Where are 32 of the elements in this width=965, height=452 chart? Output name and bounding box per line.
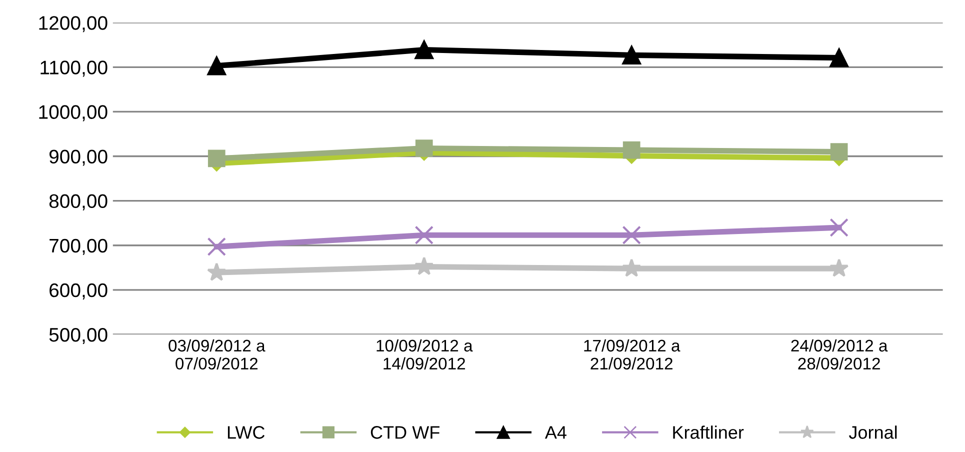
point: [414, 226, 434, 244]
y-tick-label: 700,00: [50, 238, 108, 255]
point: [622, 258, 642, 277]
y-tick-label: 1200,00: [39, 16, 108, 32]
legend-label: Kraftliner: [673, 426, 744, 439]
y-tick-label: 800,00: [49, 194, 108, 210]
point: [830, 218, 848, 237]
x-tick-label: 03/09/2012 a 07/09/2012: [168, 339, 266, 370]
point: [207, 262, 226, 281]
legend-label: CTD WF: [370, 426, 440, 439]
point: [414, 256, 434, 276]
point: [622, 141, 640, 159]
legend-label: LWC: [228, 426, 265, 439]
x-tick-label: 10/09/2012 a 14/09/2012: [376, 339, 473, 370]
point: [207, 237, 226, 256]
x-tick-label: 17/09/2012 a 21/09/2012: [584, 339, 680, 370]
y-tick-label: 600,00: [50, 283, 108, 300]
point: [830, 48, 848, 68]
y-tick-label: 900,00: [49, 150, 108, 166]
point: [830, 143, 848, 160]
x-tick-label: 24/09/2012 a 28/09/2012: [791, 339, 888, 370]
y-tick-label: 1100,00: [40, 60, 108, 77]
legend-label: Jornal: [848, 426, 897, 439]
point: [415, 140, 433, 157]
point: [414, 40, 434, 60]
point: [622, 46, 641, 65]
point: [207, 56, 226, 76]
legend-label: A4: [544, 426, 566, 439]
y-tick-label: 1000,00: [39, 105, 108, 122]
y-tick-label: 500,00: [49, 328, 108, 344]
point: [829, 258, 849, 277]
point: [622, 226, 641, 244]
